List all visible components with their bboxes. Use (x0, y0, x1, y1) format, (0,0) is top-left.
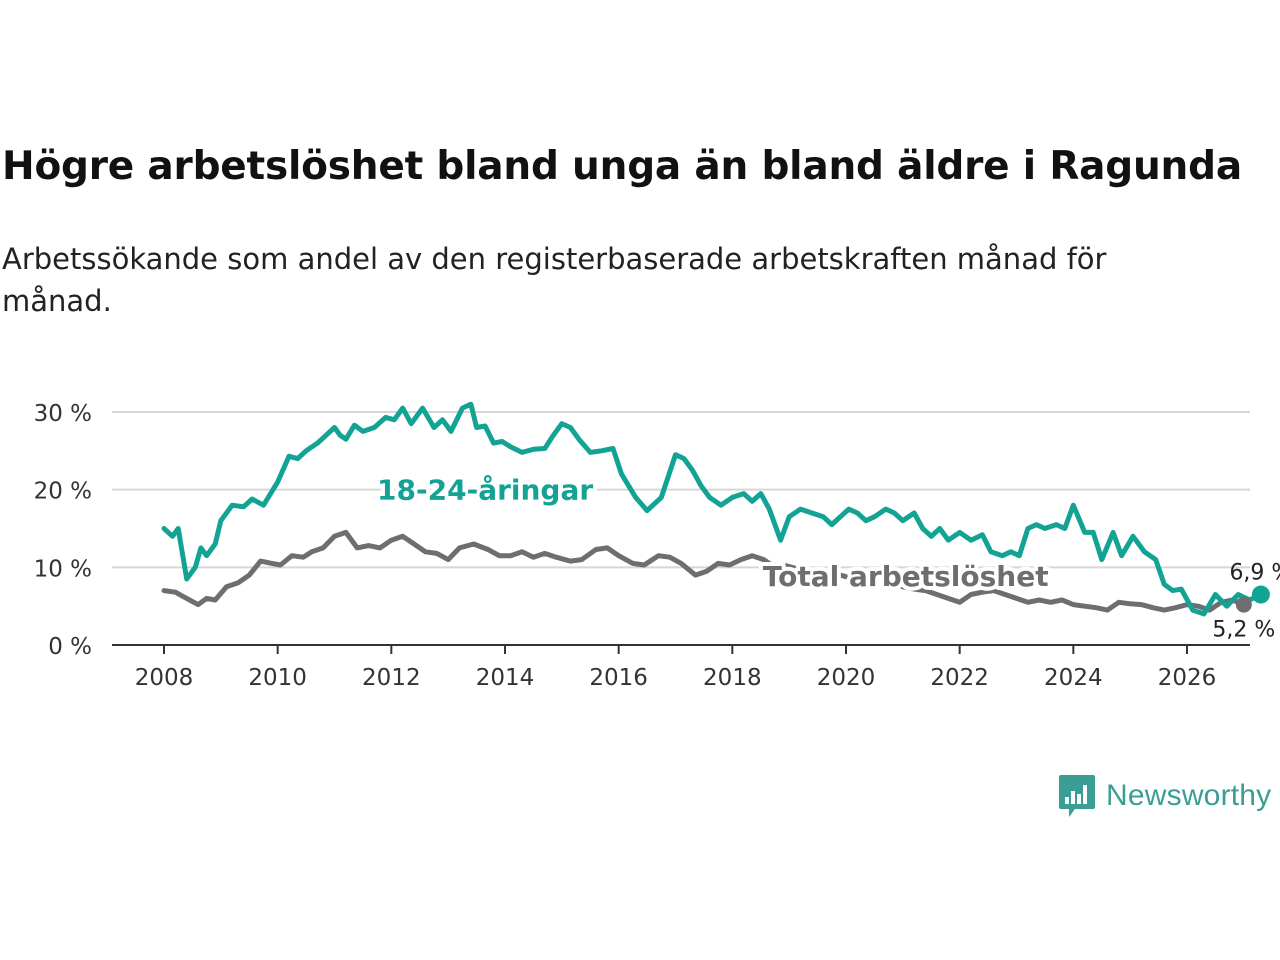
x-tick-label: 2022 (930, 665, 989, 691)
axes: 0 % 10 % 20 % 30 % 2008 2010 2012 2014 2016 2018 2… (34, 401, 1250, 691)
x-tick-label: 2012 (362, 665, 421, 691)
x-tick-label: 2010 (248, 665, 307, 691)
series-line-total (161, 529, 1247, 613)
gridlines (112, 411, 1250, 569)
series-line-18-24 (161, 401, 1264, 617)
series-label-total: Total arbetslöshet (763, 560, 1049, 593)
series-labels: 6,9 % 5,2 % 18-24-åringar Total arbetslöshe… (373, 470, 1280, 643)
line-chart: 0 % 10 % 20 % 30 % 2008 2010 2012 2014 2016 2018 2… (34, 401, 1280, 691)
chart-subtitle: Arbetssökande som andel av den registerb… (2, 242, 1107, 318)
x-tick-label: 2014 (476, 665, 535, 691)
x-tick-label: 2026 (1158, 665, 1217, 691)
x-tick-label: 2020 (817, 665, 876, 691)
series-label-18-24: 18-24-åringar (377, 474, 593, 507)
end-marker-total (1235, 596, 1252, 613)
x-tick-label: 2008 (135, 665, 194, 691)
end-value-label-18-24: 6,9 % (1229, 561, 1280, 586)
end-value-label-total: 5,2 % (1212, 618, 1275, 643)
x-tick-label: 2018 (703, 665, 762, 691)
brand-name: Newsworthy (1106, 779, 1272, 812)
bar-chart-speech-bubble-icon (1059, 775, 1095, 817)
chart-title: Högre arbetslöshet bland unga än bland ä… (2, 144, 1242, 189)
y-tick-label: 30 % (34, 401, 92, 427)
x-tick-label: 2016 (589, 665, 648, 691)
series-lines (161, 401, 1270, 617)
y-tick-label: 0 % (48, 634, 92, 660)
newsworthy-logo: Newsworthy (1058, 772, 1271, 820)
y-tick-label: 20 % (34, 479, 92, 505)
y-tick-label: 10 % (34, 556, 92, 582)
x-tick-label: 2024 (1044, 665, 1103, 691)
end-marker-18-24 (1251, 585, 1270, 604)
